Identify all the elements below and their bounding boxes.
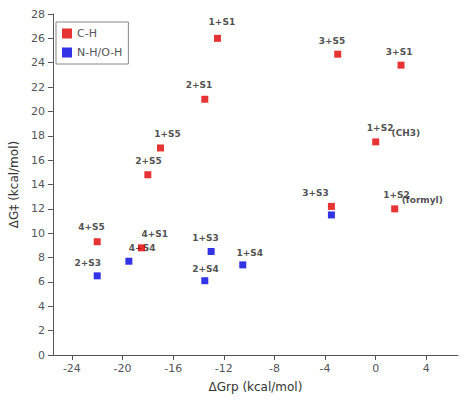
svg-text:1+S2: 1+S2 (367, 123, 394, 133)
svg-text:2: 2 (38, 324, 45, 337)
svg-text:4: 4 (38, 300, 45, 313)
svg-text:3+S3: 3+S3 (302, 188, 329, 198)
svg-text:ΔG‡ (kcal/mol): ΔG‡ (kcal/mol) (7, 141, 21, 228)
svg-text:2+S5: 2+S5 (135, 156, 162, 166)
svg-text:(CH3): (CH3) (392, 128, 421, 138)
svg-text:14: 14 (31, 178, 45, 191)
svg-text:20: 20 (31, 105, 45, 118)
svg-text:N-H/O-H: N-H/O-H (77, 46, 122, 59)
svg-text:-4: -4 (320, 362, 331, 375)
svg-text:(formyl): (formyl) (402, 195, 443, 205)
svg-text:22: 22 (31, 81, 45, 94)
svg-text:3+S1: 3+S1 (386, 47, 413, 57)
svg-text:-20: -20 (114, 362, 132, 375)
svg-text:4+S1: 4+S1 (142, 229, 169, 239)
svg-text:2+S4: 2+S4 (192, 264, 219, 274)
svg-text:3+S5: 3+S5 (319, 36, 346, 46)
svg-text:1+S5: 1+S5 (154, 129, 181, 139)
svg-text:1+S2: 1+S2 (383, 189, 410, 200)
svg-text:-12: -12 (215, 362, 233, 375)
svg-text:10: 10 (31, 227, 45, 240)
svg-text:4: 4 (423, 362, 430, 375)
svg-text:-16: -16 (164, 362, 182, 375)
svg-text:C-H: C-H (77, 27, 97, 40)
svg-text:1+S1: 1+S1 (209, 17, 236, 27)
svg-text:-24: -24 (63, 362, 81, 375)
svg-text:2+S1: 2+S1 (186, 80, 213, 90)
svg-text:8: 8 (38, 251, 45, 264)
svg-text:4+S5: 4+S5 (78, 222, 105, 232)
svg-text:26: 26 (31, 32, 45, 45)
svg-text:2+S3: 2+S3 (74, 258, 101, 268)
svg-text:1+S4: 1+S4 (236, 248, 263, 258)
svg-text:0: 0 (38, 349, 45, 362)
svg-text:ΔGrp (kcal/mol): ΔGrp (kcal/mol) (209, 380, 303, 394)
svg-text:28: 28 (31, 8, 45, 21)
svg-text:12: 12 (31, 202, 45, 215)
svg-text:-8: -8 (269, 362, 280, 375)
svg-text:0: 0 (372, 362, 379, 375)
svg-text:4+S4: 4+S4 (129, 243, 156, 253)
svg-text:6: 6 (38, 275, 45, 288)
svg-text:1+S3: 1+S3 (192, 233, 219, 243)
svg-text:24: 24 (31, 56, 45, 69)
svg-text:16: 16 (31, 154, 45, 167)
svg-text:18: 18 (31, 129, 45, 142)
